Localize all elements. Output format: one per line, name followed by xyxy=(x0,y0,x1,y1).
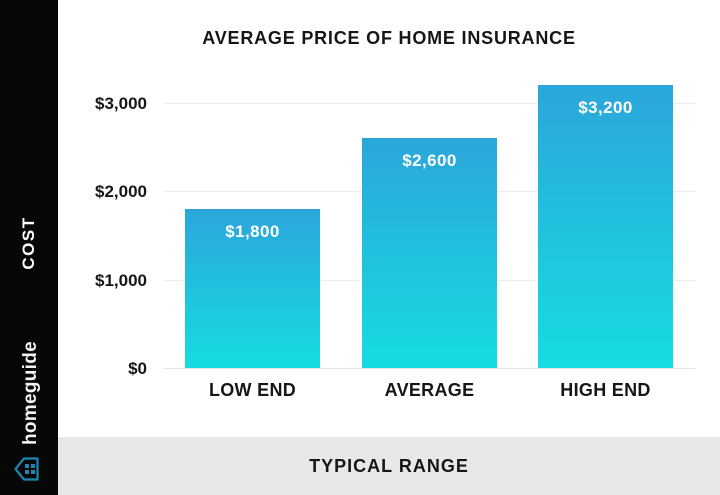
x-label-high-end: HIGH END xyxy=(560,380,651,400)
bar-low-end: $1,800 xyxy=(185,209,320,368)
bar-value-label: $2,600 xyxy=(402,151,457,170)
bar-average: $2,600 xyxy=(362,138,497,368)
bar-value-label: $1,800 xyxy=(225,222,280,241)
x-label-average: AVERAGE xyxy=(384,380,475,400)
brand-wordmark: homeguide xyxy=(20,340,41,446)
x-label-low-end: LOW END xyxy=(208,380,297,400)
home-icon xyxy=(13,456,45,482)
y-tick-1000: $1,000 xyxy=(95,271,147,290)
gridline-0 xyxy=(164,368,695,369)
chart-title: AVERAGE PRICE OF HOME INSURANCE xyxy=(202,28,576,48)
bar-high-end: $3,200 xyxy=(538,85,673,368)
y-tick-3000: $3,000 xyxy=(95,94,147,113)
gridline-3000 xyxy=(164,103,695,104)
cost-axis-label: COST xyxy=(19,216,38,270)
footer-label: TYPICAL RANGE xyxy=(309,455,469,476)
y-tick-2000: $2,000 xyxy=(95,182,147,201)
footer-band: TYPICAL RANGE xyxy=(58,437,720,495)
bar-value-label: $3,200 xyxy=(578,98,633,117)
y-tick-0: $0 xyxy=(128,359,147,378)
sidebar: COST homeguide xyxy=(0,0,58,495)
